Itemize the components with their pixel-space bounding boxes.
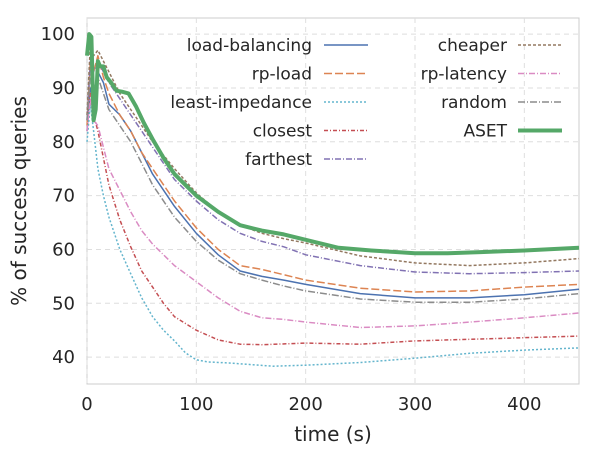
legend-label-cheaper: cheaper (438, 36, 507, 56)
y-tick-label: 40 (52, 347, 75, 368)
y-axis-label: % of success queries (7, 96, 31, 306)
legend-label-least-impedance: least-impedance (170, 93, 312, 113)
series-line-closest (86, 92, 580, 346)
legend-label-random: random (441, 93, 507, 113)
legend-label-farthest: farthest (245, 150, 312, 170)
series-line-random (86, 76, 580, 303)
x-tick-label: 300 (398, 394, 432, 415)
legend-label-load-balancing: load-balancing (187, 36, 312, 56)
series-line-load-balancing (86, 71, 580, 299)
series-line-cheaper (86, 44, 580, 267)
x-tick-label: 400 (507, 394, 541, 415)
legend-label-closest: closest (253, 122, 313, 142)
grid (86, 18, 579, 384)
series-line-least-impedance (86, 103, 580, 367)
legend-label-ASET: ASET (463, 122, 507, 142)
x-axis-label: time (s) (294, 422, 372, 446)
y-tick-label: 60 (52, 239, 75, 260)
series-line-rp-latency (86, 97, 580, 329)
x-tick-label: 200 (288, 394, 322, 415)
y-tick-label: 80 (52, 132, 75, 153)
legend: load-balancing rp-load least-impedance clos… (170, 36, 562, 170)
y-tick-label: 50 (52, 293, 75, 314)
tick-labels: 0 100 200 300 400 40 50 60 70 80 90 100 (41, 24, 542, 415)
y-tick-label: 90 (52, 78, 75, 99)
plot-background (86, 17, 580, 385)
x-tick-label: 0 (81, 394, 92, 415)
y-tick-label: 100 (41, 24, 75, 45)
legend-label-rp-latency: rp-latency (421, 65, 507, 85)
y-tick-label: 70 (52, 186, 75, 207)
series-line-ASET (85, 32, 580, 256)
x-tick-label: 100 (179, 394, 213, 415)
legend-label-rp-load: rp-load (252, 65, 312, 85)
series-layer (85, 32, 580, 367)
